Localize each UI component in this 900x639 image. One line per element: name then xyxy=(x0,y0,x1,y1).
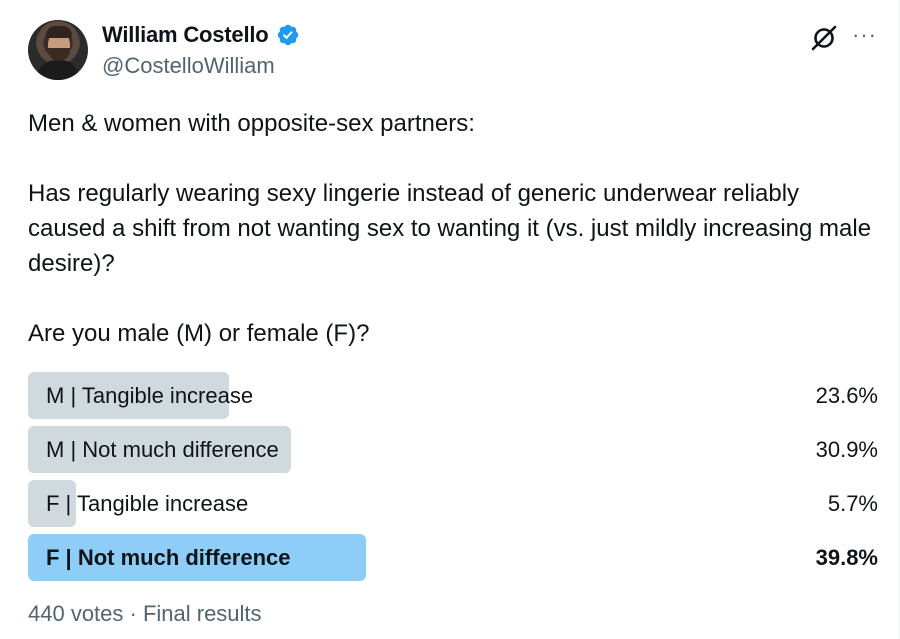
avatar[interactable] xyxy=(28,20,88,80)
avatar-hair xyxy=(46,26,72,38)
author-display-name[interactable]: William Costello xyxy=(102,22,269,47)
grok-icon[interactable] xyxy=(810,24,838,52)
tweet-text: Men & women with opposite-sex partners: … xyxy=(28,110,872,347)
poll-option-percent: 30.9% xyxy=(815,436,878,462)
poll-option-label: M | Tangible increase xyxy=(46,382,254,408)
poll-bar xyxy=(28,372,229,419)
poll-option[interactable]: F | Tangible increase 5.7% xyxy=(28,480,878,527)
avatar-beard xyxy=(48,48,70,61)
poll-bar xyxy=(28,426,291,473)
poll-option[interactable]: F | Not much difference 39.8% xyxy=(28,534,878,581)
poll-option-label: M | Not much difference xyxy=(46,436,279,462)
poll-bar xyxy=(28,480,77,527)
author-handle[interactable]: @CostelloWilliam xyxy=(102,53,275,78)
author-name-row: William Costello xyxy=(102,22,300,48)
poll-option-percent: 39.8% xyxy=(815,544,878,570)
avatar-shirt xyxy=(36,60,80,80)
poll: M | Tangible increase 23.6% M | Not much… xyxy=(28,372,878,588)
more-icon[interactable]: ··· xyxy=(852,22,877,47)
verified-badge-icon[interactable] xyxy=(276,23,300,47)
poll-option[interactable]: M | Tangible increase 23.6% xyxy=(28,372,878,419)
poll-option-percent: 23.6% xyxy=(815,382,878,408)
poll-footer: 440 votes · Final results xyxy=(28,601,262,626)
poll-option[interactable]: M | Not much difference 30.9% xyxy=(28,426,878,473)
poll-option-label: F | Tangible increase xyxy=(46,490,249,516)
poll-option-percent: 5.7% xyxy=(827,490,878,516)
poll-bar xyxy=(28,534,367,581)
poll-option-label: F | Not much difference xyxy=(46,544,291,570)
